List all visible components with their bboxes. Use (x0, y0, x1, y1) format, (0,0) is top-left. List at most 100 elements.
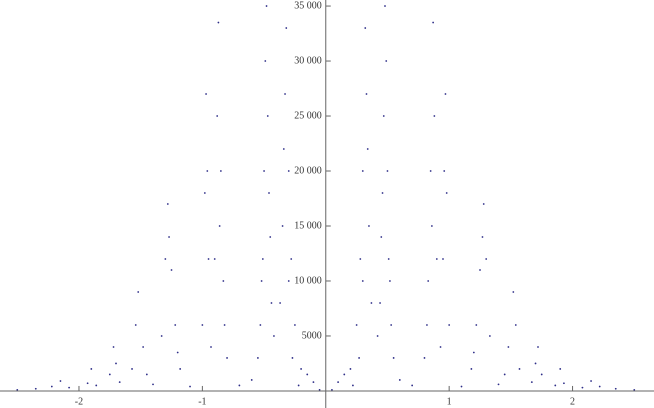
point (514, 324, 517, 326)
point (479, 269, 481, 271)
point (218, 225, 221, 227)
point (444, 93, 447, 95)
point (259, 324, 262, 326)
point (290, 258, 293, 260)
point (238, 384, 241, 387)
y-tick-label: 25 000 (294, 110, 322, 121)
point (170, 269, 173, 271)
point (497, 383, 500, 386)
point (266, 115, 269, 117)
point (364, 27, 367, 29)
point (168, 236, 170, 238)
point (217, 21, 220, 24)
point (537, 346, 539, 348)
point (287, 170, 290, 172)
point (470, 368, 473, 370)
point (142, 346, 145, 348)
point (443, 170, 446, 172)
point (448, 324, 451, 326)
point (160, 335, 163, 337)
point (482, 203, 485, 205)
point (260, 280, 263, 282)
point (16, 388, 19, 391)
point (554, 384, 557, 387)
point (219, 170, 222, 172)
point (115, 362, 117, 365)
point (176, 351, 179, 354)
point (472, 351, 475, 354)
point (207, 258, 210, 260)
y-tick-label: 15 000 (294, 220, 322, 231)
point (518, 368, 521, 370)
point (59, 380, 62, 382)
y-tick-label: 35 000 (294, 0, 322, 11)
point (112, 346, 115, 348)
point (213, 258, 216, 260)
point (269, 236, 272, 238)
point (433, 115, 436, 117)
point (435, 258, 438, 260)
point (460, 385, 463, 388)
point (559, 368, 562, 370)
point (423, 357, 426, 359)
point (284, 93, 286, 95)
point (189, 385, 191, 388)
point (485, 258, 488, 260)
point (439, 346, 442, 348)
x-tick-label: -1 (198, 396, 206, 407)
point (366, 148, 369, 150)
point (540, 373, 543, 376)
point (633, 388, 636, 391)
point (134, 324, 137, 326)
point (250, 379, 253, 381)
point (261, 258, 264, 260)
point (368, 225, 370, 227)
point (95, 384, 98, 387)
point (216, 115, 219, 117)
point (430, 225, 433, 227)
point (343, 373, 346, 376)
point (370, 302, 373, 304)
point (50, 385, 53, 388)
point (131, 368, 133, 370)
point (442, 258, 444, 260)
point (389, 280, 391, 282)
point (392, 357, 395, 359)
point (429, 170, 432, 172)
point (380, 236, 383, 238)
point (174, 324, 177, 326)
point (563, 382, 565, 385)
point (427, 280, 430, 282)
point (226, 357, 228, 359)
point (475, 324, 478, 326)
point (86, 382, 89, 385)
point (349, 368, 352, 370)
point (358, 357, 360, 359)
point (365, 93, 368, 95)
point (281, 225, 284, 227)
point (273, 335, 275, 337)
x-tick-label: 2 (570, 396, 575, 407)
point (614, 387, 617, 390)
point (145, 373, 148, 376)
point (384, 5, 386, 7)
point (291, 357, 294, 359)
x-tick-label: -2 (75, 396, 83, 407)
point (118, 381, 121, 384)
point (381, 192, 384, 194)
point (337, 381, 340, 384)
y-tick-label: 10 000 (294, 275, 322, 286)
point (166, 203, 169, 205)
point (481, 236, 484, 238)
x-tick-label: 1 (447, 396, 452, 407)
point (398, 379, 401, 381)
point (279, 302, 282, 304)
point (530, 381, 533, 384)
point (270, 302, 273, 304)
point (581, 386, 584, 389)
point (68, 386, 71, 389)
point (534, 362, 537, 365)
point (512, 291, 515, 293)
point (223, 324, 226, 326)
